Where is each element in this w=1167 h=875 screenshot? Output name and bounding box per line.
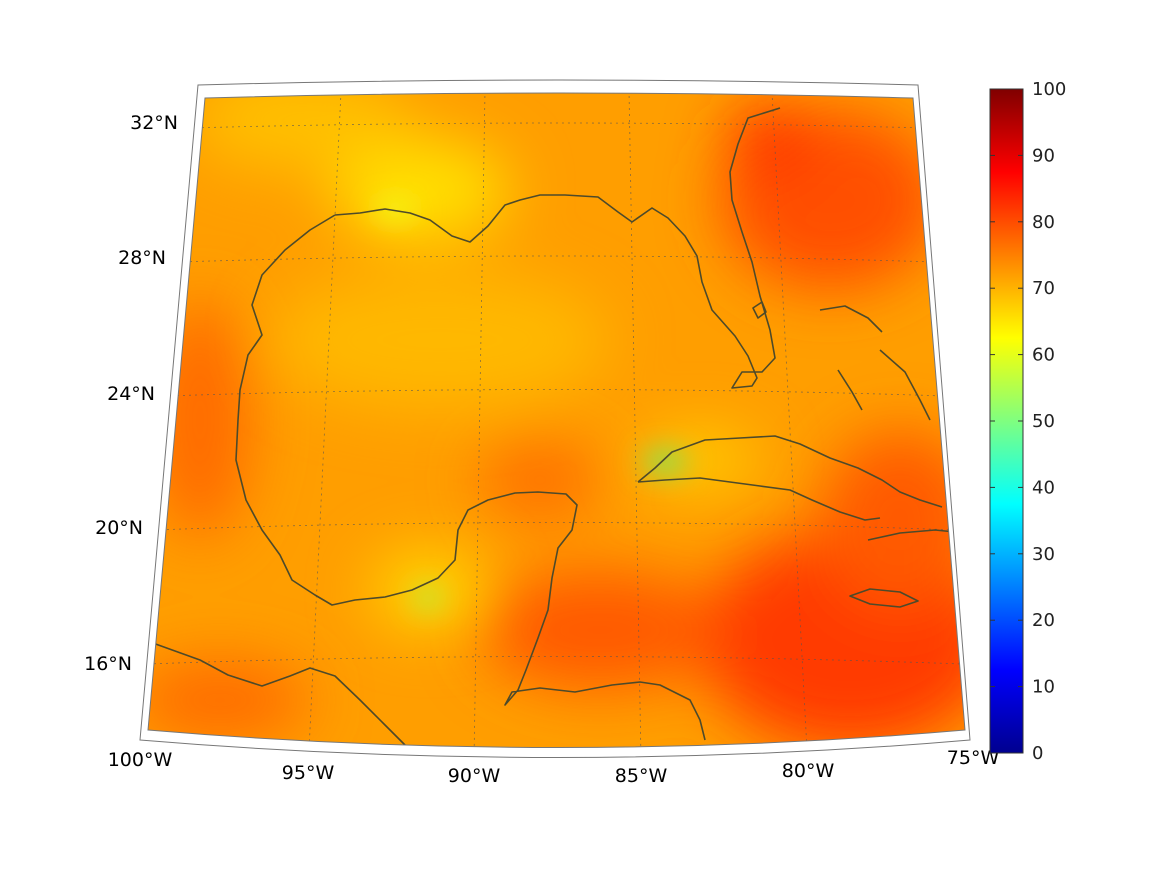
colorbar-tick-label: 70	[1032, 278, 1055, 299]
field-low-gulf	[270, 270, 610, 410]
field-low-louisiana	[330, 140, 510, 240]
colorbar-tick-label: 0	[1032, 743, 1043, 764]
meridian-80	[771, 93, 808, 748]
lon-label-100: 100°W	[108, 749, 173, 771]
lat-label-32: 32°N	[130, 112, 178, 134]
lon-label-75: 75°W	[947, 747, 1000, 769]
lon-label-95: 95°W	[282, 762, 335, 784]
coast-hispaniola	[867, 529, 956, 541]
field-low-texas	[190, 93, 410, 170]
colorbar-tick-label: 20	[1032, 610, 1055, 631]
colorbar-tick-label: 10	[1032, 677, 1055, 698]
field-high-yucatan	[480, 440, 600, 520]
lon-label-80: 80°W	[782, 760, 835, 782]
map-panel: 32°N 28°N 24°N 20°N 16°N 100°W 95°W 90°W…	[84, 79, 1000, 787]
graticule	[148, 93, 963, 748]
coast-jamaica	[849, 588, 919, 608]
field-low-cuba	[640, 430, 760, 490]
coast-bahamas	[819, 305, 931, 421]
meridian-95	[308, 93, 342, 748]
meridian-90	[473, 93, 486, 748]
field-high-honduras	[480, 570, 720, 690]
latitude-labels: 32°N 28°N 24°N 20°N 16°N	[84, 112, 178, 675]
colorbar-gradient	[989, 88, 1024, 754]
lat-label-28: 28°N	[118, 247, 166, 269]
parallel-20	[154, 522, 956, 531]
field-min-cuba	[643, 450, 687, 474]
coastlines	[149, 107, 956, 746]
data-field	[148, 93, 965, 748]
coast-pacific	[149, 641, 406, 746]
field-high-georgia	[730, 105, 810, 175]
field-high-pacific	[148, 660, 310, 740]
coast-gulf-mainland	[235, 107, 781, 741]
colorbar-tick-label: 60	[1032, 345, 1055, 366]
field-min-campeche	[414, 586, 442, 610]
field-high-haiti	[820, 430, 965, 610]
lon-label-85: 85°W	[615, 765, 668, 787]
colorbar-tick-label: 100	[1032, 79, 1066, 100]
lon-label-90: 90°W	[448, 765, 501, 787]
field-min-spots	[373, 200, 687, 610]
parallel-16	[148, 656, 963, 665]
colorbar-tick-label: 50	[1032, 411, 1055, 432]
parallel-32	[189, 122, 926, 129]
field-high-mexico-east	[150, 300, 250, 540]
longitude-labels: 100°W 95°W 90°W 85°W 80°W 75°W	[108, 747, 1000, 787]
colorbar-tick-label: 30	[1032, 544, 1055, 565]
lat-label-16: 16°N	[84, 653, 132, 675]
meridian-85	[628, 93, 642, 748]
colorbar-tick-label: 90	[1032, 145, 1055, 166]
lat-label-24: 24°N	[107, 383, 155, 405]
lat-label-20: 20°N	[95, 517, 143, 539]
coast-cuba	[637, 435, 943, 521]
coast-lake-okeechobee	[752, 301, 767, 319]
parallel-28	[177, 255, 936, 263]
map-frame	[147, 92, 966, 748]
colorbar-tick-label: 80	[1032, 212, 1055, 233]
map-outer-frame	[139, 79, 971, 758]
colorbar-tick-label: 40	[1032, 477, 1055, 498]
